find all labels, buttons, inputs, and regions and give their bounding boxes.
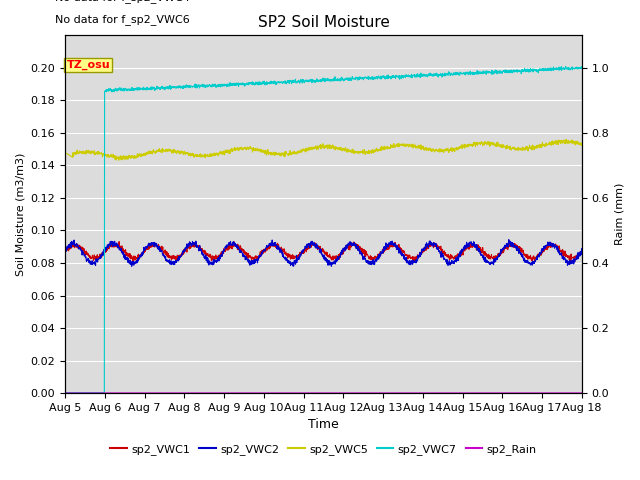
X-axis label: Time: Time [308,419,339,432]
Text: TZ_osu: TZ_osu [67,60,110,70]
Y-axis label: Soil Moisture (m3/m3): Soil Moisture (m3/m3) [15,153,25,276]
Title: SP2 Soil Moisture: SP2 Soil Moisture [257,15,389,30]
Text: No data for f_sp2_VWC4: No data for f_sp2_VWC4 [54,0,189,3]
Text: No data for f_sp2_VWC6: No data for f_sp2_VWC6 [54,14,189,25]
Legend: sp2_VWC1, sp2_VWC2, sp2_VWC5, sp2_VWC7, sp2_Rain: sp2_VWC1, sp2_VWC2, sp2_VWC5, sp2_VWC7, … [106,439,541,459]
Y-axis label: Raim (mm): Raim (mm) [615,183,625,245]
